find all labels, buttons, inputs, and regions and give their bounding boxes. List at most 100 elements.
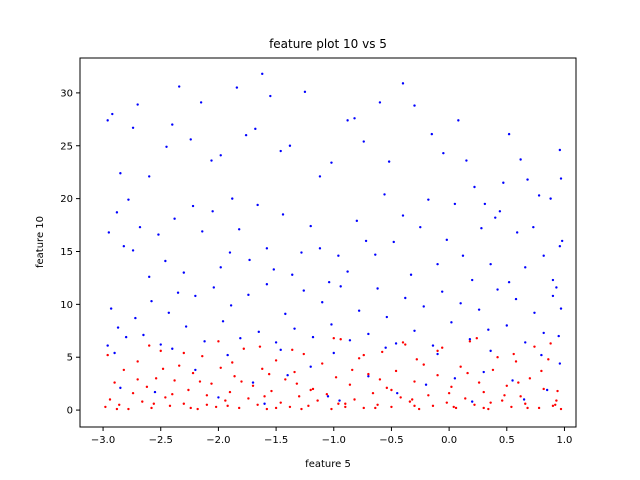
data-point <box>224 399 227 402</box>
data-point <box>211 210 214 213</box>
data-point <box>303 90 307 94</box>
data-point <box>346 270 349 273</box>
data-point <box>545 388 549 392</box>
data-point <box>279 348 282 352</box>
data-point <box>404 343 407 346</box>
data-point <box>459 365 462 368</box>
data-point <box>226 353 229 357</box>
data-point <box>413 329 416 332</box>
data-point <box>413 380 416 383</box>
data-point <box>291 348 294 352</box>
data-point <box>383 193 386 196</box>
data-point <box>178 364 181 367</box>
data-point <box>182 271 186 274</box>
data-point <box>115 211 119 214</box>
data-point <box>450 385 453 389</box>
data-point <box>540 353 543 357</box>
data-point <box>560 239 564 243</box>
data-point <box>422 363 425 366</box>
data-point <box>559 177 563 180</box>
data-point <box>376 287 379 290</box>
data-point <box>447 391 451 395</box>
data-point <box>401 214 405 217</box>
data-point <box>339 285 342 288</box>
data-point <box>528 377 532 380</box>
data-point <box>482 390 485 394</box>
data-point <box>424 383 428 386</box>
data-point <box>441 346 444 349</box>
data-point <box>153 390 157 394</box>
data-point <box>385 386 389 390</box>
x-axis: −3.0 −2.5 −2.0 −1.5 −1.0 −0.5 0.0 0.5 1.0 <box>91 427 572 446</box>
data-point <box>445 401 449 404</box>
data-point <box>318 247 322 250</box>
data-point <box>231 361 234 364</box>
data-point <box>557 334 560 338</box>
points-layer <box>104 72 564 411</box>
data-point <box>431 404 435 408</box>
data-point <box>413 404 416 408</box>
x-axis-title: feature 5 <box>305 459 351 470</box>
data-point <box>122 368 126 372</box>
data-point <box>205 394 209 397</box>
data-point <box>532 225 535 229</box>
data-point <box>235 86 239 89</box>
data-point <box>489 262 492 266</box>
data-point <box>251 381 255 384</box>
data-point <box>182 351 186 355</box>
data-point <box>378 101 382 104</box>
data-point <box>189 406 192 410</box>
data-point <box>367 375 370 378</box>
data-point <box>288 144 292 147</box>
data-point <box>409 273 413 276</box>
data-point <box>270 389 273 393</box>
x-tick-label: −2.5 <box>149 435 173 446</box>
data-point <box>522 398 526 401</box>
data-point <box>494 216 497 219</box>
data-point <box>281 213 285 216</box>
data-point <box>559 307 563 310</box>
data-point <box>256 403 259 406</box>
data-point <box>127 198 130 201</box>
data-point <box>247 397 250 400</box>
data-point <box>417 407 421 411</box>
data-point <box>401 341 405 344</box>
data-point <box>551 294 555 298</box>
x-tick-label: 1.0 <box>557 435 573 446</box>
data-point <box>109 307 113 310</box>
data-point <box>489 349 492 353</box>
data-point <box>113 381 116 384</box>
data-point <box>182 402 186 405</box>
data-point <box>549 197 552 200</box>
data-point <box>514 297 518 301</box>
data-point <box>374 253 377 256</box>
data-point <box>295 382 299 385</box>
data-point <box>131 126 135 129</box>
data-point <box>511 379 514 382</box>
data-point <box>464 397 467 400</box>
data-point <box>551 278 555 282</box>
data-point <box>465 159 468 162</box>
data-point <box>136 378 139 381</box>
data-point <box>316 399 319 402</box>
data-point <box>526 178 529 181</box>
data-point <box>237 406 241 410</box>
data-point <box>242 347 245 350</box>
data-point <box>321 362 324 365</box>
data-point <box>136 103 139 106</box>
data-point <box>399 396 402 399</box>
data-point <box>104 405 107 409</box>
data-point <box>332 351 335 355</box>
data-point <box>261 367 264 371</box>
chart-title: feature plot 10 vs 5 <box>269 37 387 51</box>
data-point <box>461 254 465 257</box>
data-point <box>201 354 204 358</box>
data-point <box>454 406 458 410</box>
data-point <box>524 341 527 344</box>
data-point <box>411 398 414 401</box>
data-point <box>355 219 359 223</box>
data-point <box>524 402 527 405</box>
data-point <box>385 315 389 319</box>
data-point <box>194 294 197 298</box>
